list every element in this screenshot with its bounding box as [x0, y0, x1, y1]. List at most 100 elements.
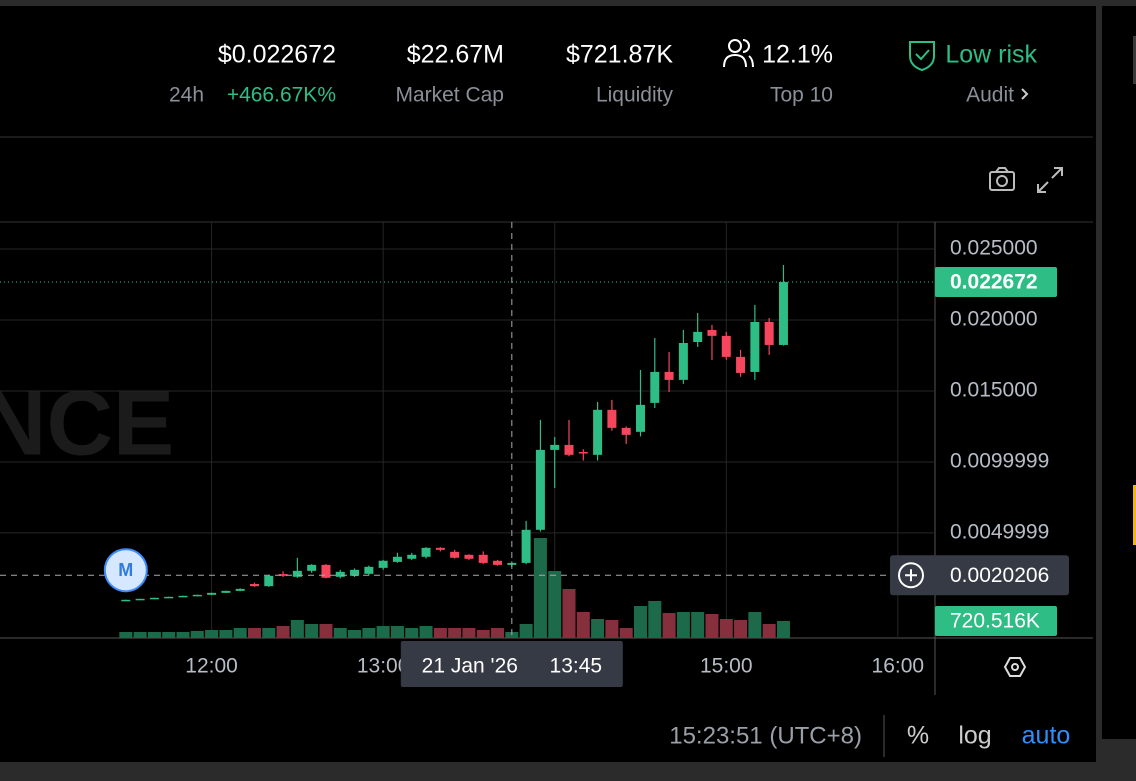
candle-body: [535, 449, 545, 530]
log-toggle[interactable]: log: [958, 722, 991, 750]
volume-bar: [319, 624, 333, 638]
y-tick-label: 0.025000: [950, 237, 1038, 260]
clock: 15:23:51 (UTC+8): [669, 722, 862, 749]
candle-body: [707, 329, 717, 336]
volume-tag: [935, 605, 1057, 636]
candle-body: [678, 342, 688, 380]
top10: 12.1%: [762, 41, 833, 69]
volume-bar: [605, 619, 619, 638]
volume-bar: [491, 627, 505, 638]
percent-toggle[interactable]: %: [907, 722, 929, 750]
volume-bar: [691, 611, 705, 638]
fullscreen-icon[interactable]: [1037, 167, 1063, 193]
volume-bar: [505, 632, 519, 638]
candle-body: [564, 444, 574, 455]
candle-body: [421, 547, 431, 557]
candle-body: [750, 321, 760, 372]
side-edge: [1133, 485, 1136, 545]
volume-bar: [205, 630, 219, 638]
volume-bar: [719, 619, 733, 638]
top10-label: Top 10: [770, 84, 833, 107]
volume-bar: [633, 606, 647, 638]
risk[interactable]: Low risk: [945, 41, 1037, 69]
candle-body: [392, 556, 402, 562]
candle-body: [607, 409, 617, 428]
volume-bar: [576, 611, 590, 638]
volume-bar: [548, 571, 562, 638]
volume-bar: [247, 627, 261, 638]
candle-body: [478, 554, 488, 563]
candle-body: [364, 566, 374, 574]
volume-bar: [290, 619, 304, 638]
settings-icon-dot: [1011, 663, 1019, 671]
candle-body: [164, 596, 174, 599]
volume-bar: [433, 627, 447, 638]
candle-body: [249, 584, 259, 587]
volume-bar: [405, 627, 419, 638]
candle-body: [778, 282, 788, 345]
crosshair-price-tag: [890, 555, 1069, 596]
candle-body: [464, 554, 474, 559]
x-tick-label: 16:00: [872, 655, 925, 678]
settings-icon[interactable]: [1003, 657, 1027, 677]
volume-bar: [162, 632, 176, 638]
y-tick-label: 0.015000: [950, 379, 1038, 402]
liquidity: $721.87K: [566, 41, 673, 69]
candle-body: [321, 564, 331, 578]
candle-body: [264, 575, 274, 587]
volume-bar: [147, 632, 161, 638]
candle-body: [121, 599, 131, 602]
audit-link[interactable]: Audit: [966, 84, 1014, 107]
volume-bar: [348, 630, 362, 638]
volume-bar: [448, 627, 462, 638]
candle-body: [378, 560, 388, 568]
candle-body: [135, 598, 145, 601]
change: +466.67K%: [227, 84, 336, 107]
candle-body: [335, 571, 345, 577]
volume-bar: [676, 611, 690, 638]
market-cap: $22.67M: [407, 41, 504, 69]
volume-bar: [776, 620, 790, 638]
candle-body: [521, 529, 531, 563]
candle-body: [207, 592, 217, 595]
volume-bar: [233, 627, 247, 638]
volume-bar: [533, 538, 547, 638]
volume-bar: [734, 619, 748, 638]
volume-bar: [419, 625, 433, 638]
market-cap-label: Market Cap: [395, 84, 504, 107]
camera-icon[interactable]: [989, 167, 1015, 191]
candle-body: [235, 588, 245, 591]
crosshair-price-label: 0.0020206: [950, 564, 1049, 587]
x-tick-label: 13:00: [357, 655, 410, 678]
candle-body: [664, 371, 674, 380]
auto-toggle[interactable]: auto: [1022, 722, 1071, 750]
last-price-label: 0.022672: [950, 271, 1038, 294]
candle-body: [149, 597, 159, 600]
volume-bar: [762, 624, 776, 638]
crosshair-time-tag: [400, 641, 623, 687]
volume-bar: [219, 630, 233, 638]
crosshair-time: 13:45: [550, 655, 603, 678]
side-edge: [1133, 36, 1136, 84]
volume-bar: [519, 624, 533, 638]
volume-bar: [362, 627, 376, 638]
candle-body: [278, 574, 288, 576]
volume-bar: [262, 627, 276, 638]
volume-bar: [305, 624, 319, 638]
volume-bar: [276, 625, 290, 638]
shield-icon: [909, 41, 935, 72]
crosshair-date: 21 Jan '26: [422, 655, 518, 678]
candle-body: [736, 356, 746, 373]
last-price-tag: [935, 267, 1057, 298]
volume-bar: [333, 627, 347, 638]
candle-body: [450, 551, 460, 558]
candle-body: [435, 547, 445, 550]
candle-body: [550, 444, 560, 450]
volume-bar: [376, 625, 390, 638]
candle-body: [650, 371, 660, 403]
event-marker-label: M: [118, 560, 133, 580]
add-alert-icon[interactable]: [898, 562, 924, 589]
candle-body: [221, 590, 231, 593]
candle-body: [178, 595, 188, 598]
